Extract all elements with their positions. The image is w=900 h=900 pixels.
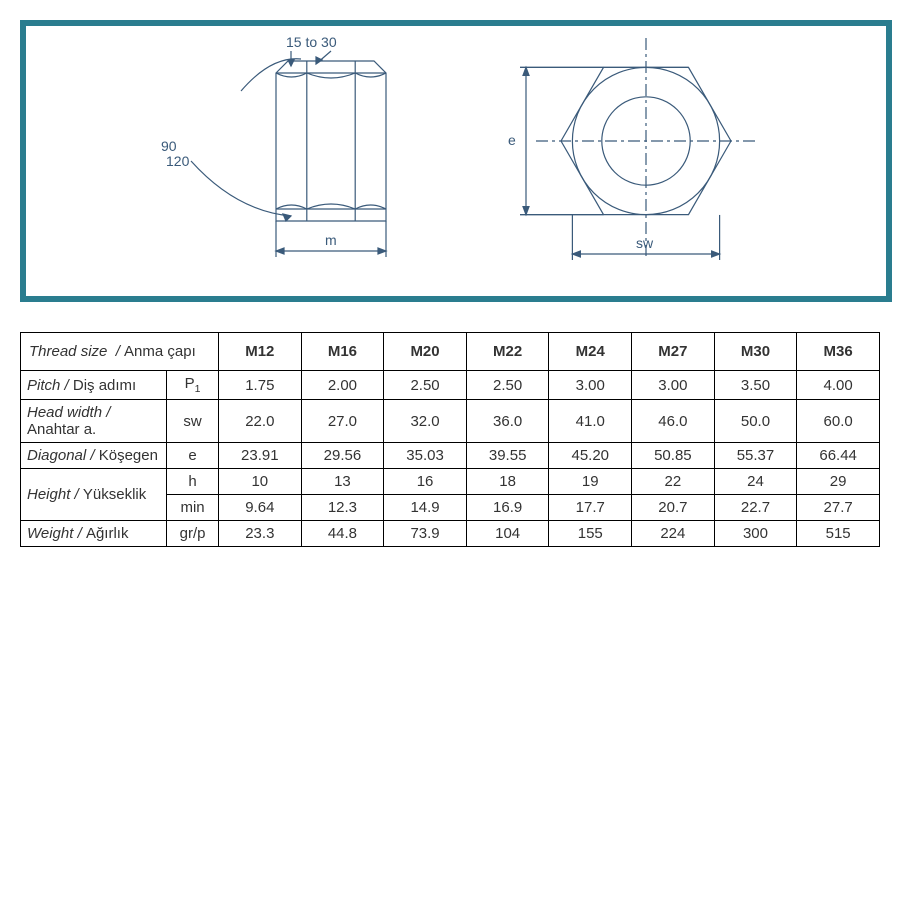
col-header: M12 <box>219 333 302 371</box>
data-cell: 50.85 <box>632 443 715 469</box>
svg-text:90: 90 <box>161 138 177 154</box>
data-cell: 45.20 <box>549 443 632 469</box>
data-cell: 60.0 <box>797 400 880 443</box>
data-cell: 16.9 <box>466 495 549 521</box>
data-cell: 32.0 <box>384 400 467 443</box>
data-cell: 29.56 <box>301 443 384 469</box>
row-symbol: e <box>167 443 219 469</box>
data-cell: 2.00 <box>301 371 384 400</box>
data-cell: 4.00 <box>797 371 880 400</box>
data-cell: 24 <box>714 469 797 495</box>
data-cell: 36.0 <box>466 400 549 443</box>
data-cell: 22.0 <box>219 400 302 443</box>
table-row: Weight / Ağırlıkgr/p23.344.873.910415522… <box>21 521 880 547</box>
data-cell: 41.0 <box>549 400 632 443</box>
data-cell: 23.91 <box>219 443 302 469</box>
data-cell: 50.0 <box>714 400 797 443</box>
data-cell: 35.03 <box>384 443 467 469</box>
data-cell: 23.3 <box>219 521 302 547</box>
row-symbol: sw <box>167 400 219 443</box>
data-cell: 155 <box>549 521 632 547</box>
data-cell: 2.50 <box>466 371 549 400</box>
data-cell: 104 <box>466 521 549 547</box>
data-cell: 1.75 <box>219 371 302 400</box>
data-cell: 44.8 <box>301 521 384 547</box>
spec-table: Thread size / Anma çapı M12M16M20M22M24M… <box>20 332 880 547</box>
row-label: Head width / Anahtar a. <box>21 400 167 443</box>
data-cell: 14.9 <box>384 495 467 521</box>
nut-diagram: 15 to 30 90120 m e sw <box>26 26 886 296</box>
col-header: M24 <box>549 333 632 371</box>
data-cell: 10 <box>219 469 302 495</box>
data-cell: 9.64 <box>219 495 302 521</box>
data-cell: 73.9 <box>384 521 467 547</box>
col-header: M20 <box>384 333 467 371</box>
data-cell: 3.00 <box>549 371 632 400</box>
row-symbol: min <box>167 495 219 521</box>
table-row: Diagonal / Köşegene23.9129.5635.0339.554… <box>21 443 880 469</box>
data-cell: 19 <box>549 469 632 495</box>
data-cell: 12.3 <box>301 495 384 521</box>
row-symbol: h <box>167 469 219 495</box>
data-cell: 22 <box>632 469 715 495</box>
data-cell: 13 <box>301 469 384 495</box>
svg-text:sw: sw <box>636 235 654 251</box>
data-cell: 29 <box>797 469 880 495</box>
row-label: Height / Yükseklik <box>21 469 167 521</box>
data-cell: 27.7 <box>797 495 880 521</box>
data-cell: 300 <box>714 521 797 547</box>
data-cell: 3.50 <box>714 371 797 400</box>
data-cell: 20.7 <box>632 495 715 521</box>
svg-text:15 to 30: 15 to 30 <box>286 34 337 50</box>
col-header: M30 <box>714 333 797 371</box>
table-row: Pitch / Diş adımıP11.752.002.502.503.003… <box>21 371 880 400</box>
data-cell: 224 <box>632 521 715 547</box>
data-cell: 3.00 <box>632 371 715 400</box>
data-cell: 66.44 <box>797 443 880 469</box>
col-header: M16 <box>301 333 384 371</box>
table-row: Height / Yükseklikh1013161819222429 <box>21 469 880 495</box>
table-row: Head width / Anahtar a.sw22.027.032.036.… <box>21 400 880 443</box>
col-header: M27 <box>632 333 715 371</box>
data-cell: 46.0 <box>632 400 715 443</box>
col-header: M36 <box>797 333 880 371</box>
header-row: Thread size / Anma çapı M12M16M20M22M24M… <box>21 333 880 371</box>
header-label: Thread size / Anma çapı <box>21 333 219 371</box>
data-cell: 39.55 <box>466 443 549 469</box>
row-symbol: P1 <box>167 371 219 400</box>
data-cell: 27.0 <box>301 400 384 443</box>
data-cell: 515 <box>797 521 880 547</box>
diagram-frame: 15 to 30 90120 m e sw <box>20 20 892 302</box>
row-label: Diagonal / Köşegen <box>21 443 167 469</box>
svg-text:m: m <box>325 232 337 248</box>
row-symbol: gr/p <box>167 521 219 547</box>
svg-text:e: e <box>508 132 516 148</box>
row-label: Pitch / Diş adımı <box>21 371 167 400</box>
svg-text:120: 120 <box>166 153 190 169</box>
data-cell: 2.50 <box>384 371 467 400</box>
data-cell: 17.7 <box>549 495 632 521</box>
data-cell: 16 <box>384 469 467 495</box>
row-label: Weight / Ağırlık <box>21 521 167 547</box>
data-cell: 22.7 <box>714 495 797 521</box>
col-header: M22 <box>466 333 549 371</box>
data-cell: 55.37 <box>714 443 797 469</box>
data-cell: 18 <box>466 469 549 495</box>
